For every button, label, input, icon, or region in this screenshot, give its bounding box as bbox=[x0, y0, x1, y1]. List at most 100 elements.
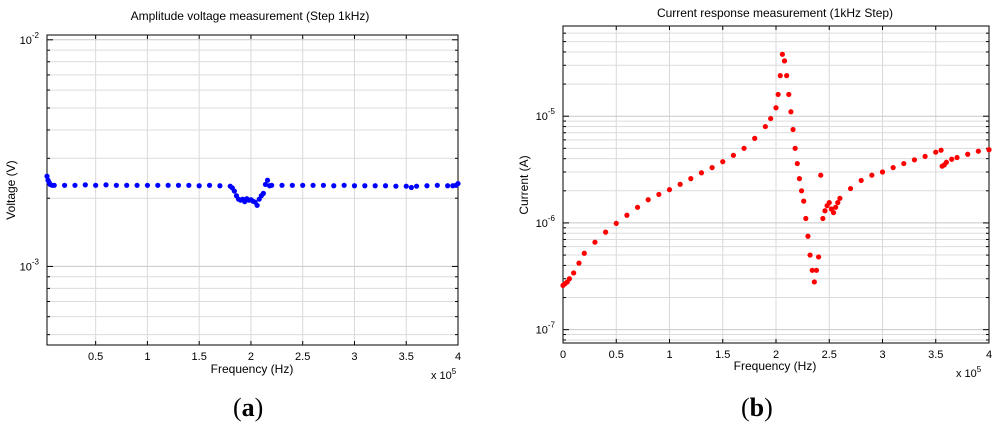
data-point bbox=[809, 267, 815, 273]
data-point bbox=[986, 147, 992, 153]
data-point bbox=[890, 164, 896, 171]
data-point bbox=[82, 182, 88, 188]
data-point bbox=[262, 181, 269, 188]
data-point bbox=[124, 182, 130, 188]
data-point bbox=[792, 145, 798, 151]
data-point bbox=[279, 182, 285, 188]
chart-title: Amplitude voltage measurement (Step 1kHz… bbox=[131, 9, 370, 23]
axis-ticks: 0.5 1 1.5 2 2.5 3 3.5 4 10-3 10-2 bbox=[20, 31, 461, 363]
data-point bbox=[784, 73, 790, 79]
data-point bbox=[818, 172, 824, 178]
data-point bbox=[790, 126, 796, 133]
data-point bbox=[403, 183, 409, 189]
data-point bbox=[413, 183, 420, 189]
data-point bbox=[455, 180, 461, 187]
data-point bbox=[794, 160, 800, 167]
data-point bbox=[858, 177, 864, 184]
data-point bbox=[331, 183, 337, 189]
data-point bbox=[709, 164, 715, 171]
data-point bbox=[206, 182, 213, 188]
grid bbox=[563, 26, 989, 343]
data-point bbox=[816, 254, 822, 260]
data-point bbox=[341, 182, 347, 188]
data-point bbox=[773, 105, 779, 111]
data-point bbox=[196, 183, 202, 189]
data-point bbox=[781, 58, 788, 64]
chart-panel-a: Amplitude voltage measurement (Step 1kHz… bbox=[4, 9, 461, 422]
data-point bbox=[698, 170, 705, 176]
x-tick-label: 1.5 bbox=[192, 351, 207, 363]
x-exponent-label: x 105 bbox=[431, 367, 457, 382]
data-point bbox=[603, 229, 609, 235]
x-exponent-power: 5 bbox=[977, 365, 982, 374]
data-point bbox=[175, 182, 182, 188]
data-point bbox=[592, 239, 598, 245]
data-point bbox=[901, 160, 907, 167]
data-point bbox=[634, 204, 641, 210]
x-tick-label: 3.5 bbox=[399, 351, 414, 363]
x-tick-label: 1 bbox=[666, 349, 672, 361]
x-tick-label: 0 bbox=[560, 349, 566, 361]
x-tick-label: 4 bbox=[986, 349, 992, 361]
data-point bbox=[786, 91, 792, 98]
data-point bbox=[44, 173, 50, 179]
x-tick-label: 3 bbox=[879, 349, 885, 361]
x-exponent-power: 5 bbox=[452, 367, 457, 376]
y-tick-label: 10-2 bbox=[20, 31, 40, 47]
data-point bbox=[144, 182, 151, 188]
x-axis-label: Frequency (Hz) bbox=[211, 362, 294, 376]
x-tick-label: 1.5 bbox=[715, 349, 730, 361]
x-tick-label: 2.5 bbox=[822, 349, 837, 361]
data-point bbox=[798, 188, 805, 194]
data-point bbox=[155, 182, 161, 188]
y-tick-label: 10-6 bbox=[536, 214, 556, 230]
x-tick-label: 3 bbox=[351, 351, 357, 363]
data-point bbox=[571, 270, 577, 276]
data-point bbox=[351, 183, 358, 189]
x-tick-label: 3.5 bbox=[928, 349, 943, 361]
x-exponent-label: x 105 bbox=[956, 365, 982, 380]
x-tick-label: 2 bbox=[773, 349, 779, 361]
data-point bbox=[820, 215, 826, 222]
data-point bbox=[741, 145, 747, 151]
data-point bbox=[677, 181, 683, 187]
data-point bbox=[777, 73, 783, 79]
data-point bbox=[656, 191, 662, 198]
data-point bbox=[72, 182, 78, 188]
data-point bbox=[434, 182, 440, 188]
x-tick-label: 0.5 bbox=[609, 349, 624, 361]
data-point bbox=[217, 183, 223, 189]
data-point bbox=[103, 182, 109, 188]
data-point bbox=[922, 153, 928, 160]
axis-ticks: 0 0.5 1 1.5 2 2.5 3 3.5 4 10-7 10-6 10-5 bbox=[536, 26, 992, 361]
data-point bbox=[775, 91, 781, 98]
x-tick-label: 2 bbox=[248, 351, 254, 363]
data-point bbox=[362, 183, 368, 189]
data-point bbox=[260, 190, 266, 196]
data-point bbox=[847, 185, 854, 192]
data-point bbox=[954, 154, 960, 161]
data-point bbox=[822, 208, 828, 214]
data-point bbox=[730, 152, 737, 158]
data-point bbox=[566, 276, 572, 282]
y-tick-label: 10-3 bbox=[20, 257, 40, 273]
data-point bbox=[320, 182, 327, 188]
chart-title: Current response measurement (1kHz Step) bbox=[657, 6, 893, 20]
data-point bbox=[811, 279, 817, 285]
x-tick-label: 1 bbox=[144, 351, 150, 363]
x-tick-label: 4 bbox=[455, 351, 461, 363]
y-axis-label: Current (A) bbox=[517, 155, 531, 214]
data-point bbox=[779, 51, 785, 57]
data-point bbox=[813, 267, 820, 273]
data-point bbox=[720, 159, 726, 165]
x-exponent-base: x 10 bbox=[956, 368, 977, 380]
data-point bbox=[869, 172, 875, 178]
y-axis-label: Voltage (V) bbox=[4, 160, 18, 219]
data-point bbox=[186, 182, 192, 188]
data-point bbox=[943, 159, 950, 165]
data-point bbox=[113, 182, 119, 188]
data-point bbox=[801, 198, 807, 204]
data-point bbox=[576, 260, 582, 266]
data-point bbox=[938, 147, 944, 153]
